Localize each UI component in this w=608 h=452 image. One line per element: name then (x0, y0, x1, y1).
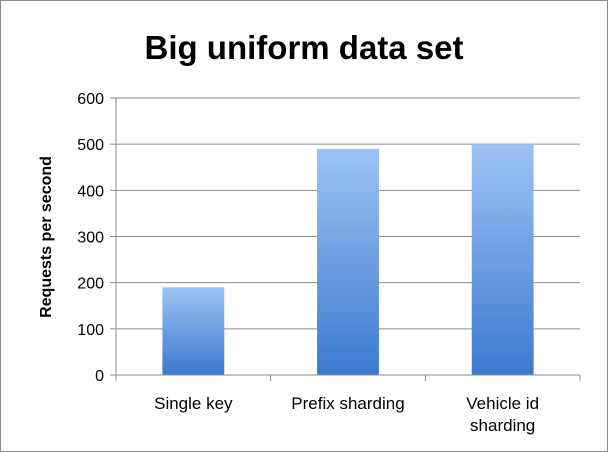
y-tick-label: 300 (77, 230, 104, 247)
x-category-label: Prefix sharding (291, 394, 404, 413)
x-category-label: Vehicle id sharding (466, 394, 539, 435)
bars (162, 144, 534, 375)
chart-title: Big uniform data set (144, 29, 463, 66)
axes (115, 98, 581, 381)
y-tick-label: 600 (77, 91, 104, 108)
bar (317, 148, 379, 375)
y-tick-label: 100 (77, 322, 104, 339)
x-category-label: Single key (154, 394, 233, 413)
y-tick-label: 500 (77, 137, 104, 154)
x-category-labels: Single key Prefix sharding Vehicle id shard… (154, 394, 539, 435)
bar (162, 287, 225, 375)
y-tick-label: 0 (95, 368, 104, 385)
bar (471, 144, 534, 375)
y-tick-labels: 0 100 200 300 400 500 600 (77, 91, 104, 385)
y-tick-label: 200 (77, 276, 104, 293)
y-tick-label: 400 (77, 183, 104, 200)
y-axis-label: Requests per second (38, 156, 55, 318)
